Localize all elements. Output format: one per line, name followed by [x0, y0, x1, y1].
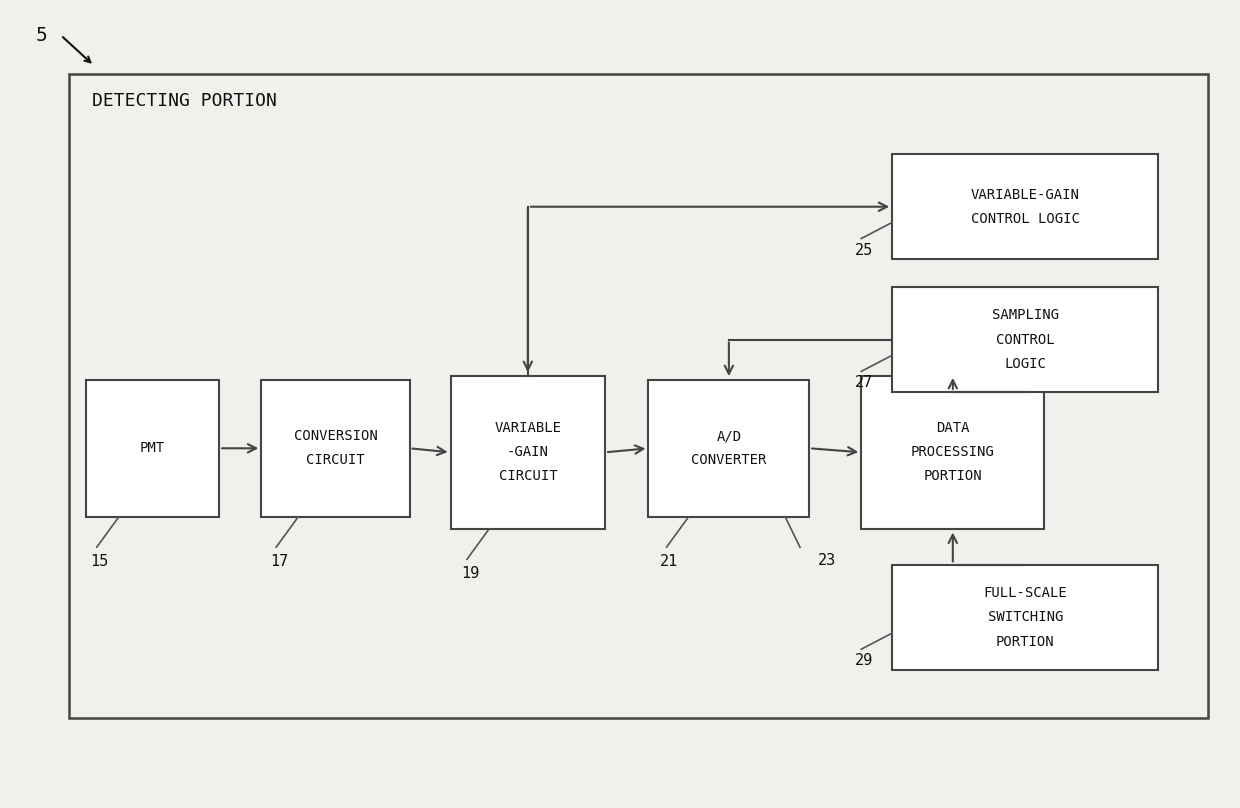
Text: A/D: A/D [717, 429, 742, 444]
Text: PROCESSING: PROCESSING [911, 445, 994, 459]
Text: VARIABLE: VARIABLE [495, 421, 562, 436]
Text: 29: 29 [856, 653, 873, 668]
Text: 23: 23 [818, 553, 836, 568]
Text: CIRCUIT: CIRCUIT [306, 453, 365, 467]
Text: -GAIN: -GAIN [507, 445, 549, 459]
Text: CIRCUIT: CIRCUIT [498, 469, 557, 483]
Bar [893, 565, 1158, 670]
Text: 17: 17 [270, 553, 288, 569]
Text: CONVERTER: CONVERTER [691, 453, 766, 467]
Text: CONTROL: CONTROL [996, 333, 1054, 347]
Text: 21: 21 [660, 553, 678, 569]
Bar [862, 376, 1044, 528]
Text: 27: 27 [856, 376, 873, 390]
Bar [86, 380, 219, 517]
Text: SWITCHING: SWITCHING [987, 610, 1063, 625]
Text: CONVERSION: CONVERSION [294, 429, 377, 444]
Text: VARIABLE-GAIN: VARIABLE-GAIN [971, 187, 1080, 202]
Text: DETECTING PORTION: DETECTING PORTION [92, 91, 277, 110]
Text: PORTION: PORTION [996, 634, 1054, 649]
Bar [450, 376, 605, 528]
Text: 15: 15 [91, 553, 109, 569]
Text: PMT: PMT [140, 441, 165, 455]
Text: PORTION: PORTION [924, 469, 982, 483]
Text: FULL-SCALE: FULL-SCALE [983, 587, 1068, 600]
Bar [262, 380, 409, 517]
Text: 25: 25 [856, 242, 873, 258]
Text: LOGIC: LOGIC [1004, 357, 1047, 371]
Bar [649, 380, 810, 517]
Text: 5: 5 [36, 26, 48, 44]
Text: CONTROL LOGIC: CONTROL LOGIC [971, 212, 1080, 225]
Text: DATA: DATA [936, 421, 970, 436]
Bar [893, 287, 1158, 392]
Text: 19: 19 [461, 566, 479, 581]
Bar [893, 154, 1158, 259]
Text: SAMPLING: SAMPLING [992, 309, 1059, 322]
Bar [69, 74, 1208, 718]
